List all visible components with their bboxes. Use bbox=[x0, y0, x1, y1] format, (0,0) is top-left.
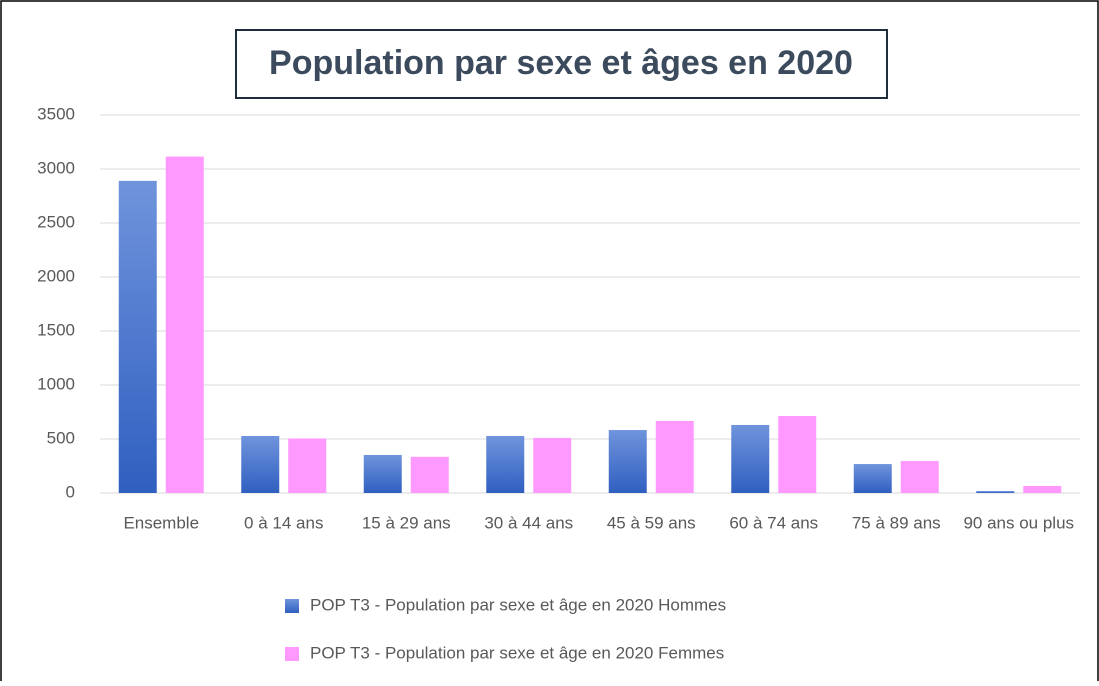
legend-swatch bbox=[285, 599, 299, 613]
x-tick-label: 0 à 14 ans bbox=[244, 513, 323, 532]
bar bbox=[900, 461, 939, 493]
bar bbox=[288, 438, 327, 493]
bar bbox=[1023, 485, 1062, 493]
bar bbox=[486, 435, 525, 493]
y-tick-label: 2500 bbox=[37, 212, 75, 231]
x-tick-label: 30 à 44 ans bbox=[484, 513, 573, 532]
legend-label: POP T3 - Population par sexe et âge en 2… bbox=[310, 595, 726, 614]
bar bbox=[655, 420, 694, 493]
chart-title: Population par sexe et âges en 2020 bbox=[269, 44, 853, 82]
bar bbox=[533, 437, 572, 493]
bar bbox=[241, 435, 280, 493]
x-tick-label: 15 à 29 ans bbox=[362, 513, 451, 532]
y-tick-label: 1500 bbox=[37, 320, 75, 339]
bar bbox=[118, 180, 157, 493]
y-tick-label: 500 bbox=[47, 428, 75, 447]
title-box bbox=[235, 29, 888, 99]
y-tick-label: 2000 bbox=[37, 266, 75, 285]
x-tick-label: 90 ans ou plus bbox=[963, 513, 1074, 532]
y-tick-label: 3500 bbox=[37, 104, 75, 123]
x-tick-label: 45 à 59 ans bbox=[607, 513, 696, 532]
y-tick-label: 1000 bbox=[37, 374, 75, 393]
bar bbox=[608, 430, 647, 493]
x-tick-label: 60 à 74 ans bbox=[729, 513, 818, 532]
bar bbox=[853, 464, 892, 493]
y-tick-label: 0 bbox=[66, 482, 75, 501]
bar bbox=[165, 156, 204, 493]
bar bbox=[410, 456, 449, 493]
legend-swatch bbox=[285, 647, 299, 661]
bar bbox=[731, 424, 770, 493]
x-tick-label: 75 à 89 ans bbox=[852, 513, 941, 532]
legend-label: POP T3 - Population par sexe et âge en 2… bbox=[310, 643, 724, 662]
bar bbox=[363, 454, 402, 493]
x-tick-label: Ensemble bbox=[123, 513, 199, 532]
bar bbox=[976, 491, 1015, 493]
y-tick-label: 3000 bbox=[37, 158, 75, 177]
bar bbox=[778, 415, 817, 493]
